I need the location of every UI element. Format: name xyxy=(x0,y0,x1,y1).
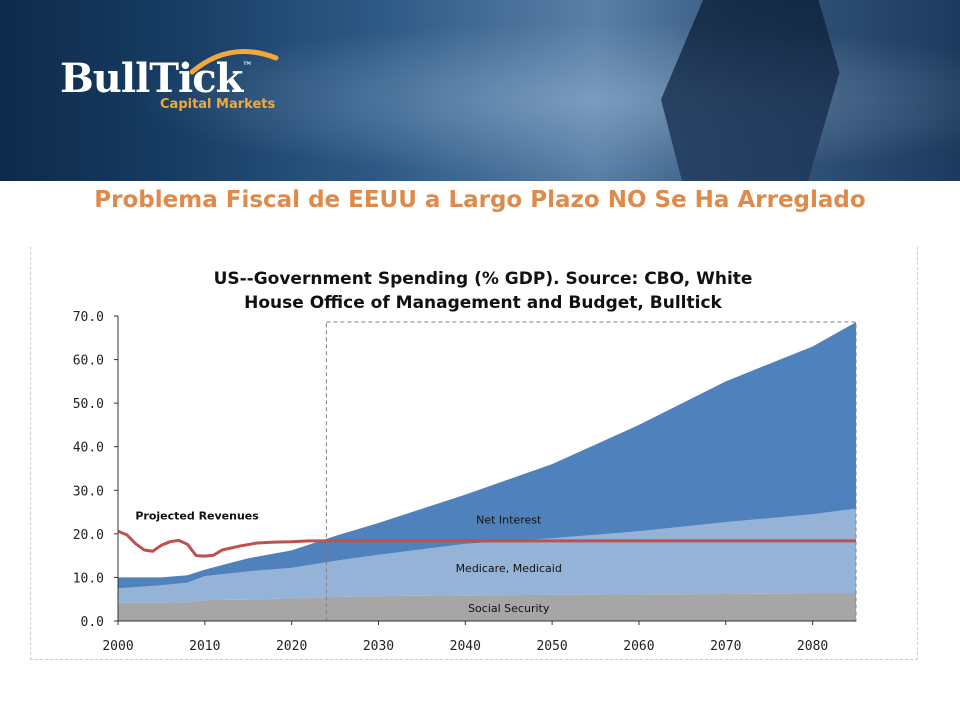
y-tick-label: 70.0 xyxy=(73,310,104,325)
x-tick-label: 2030 xyxy=(363,639,394,654)
logo-text: BullTick xyxy=(60,55,243,102)
x-tick-label: 2010 xyxy=(189,639,220,654)
banner-photo-figure xyxy=(661,0,840,181)
area-social-security xyxy=(118,593,856,621)
y-tick-label: 20.0 xyxy=(73,528,104,543)
page-title: Problema Fiscal de EEUU a Largo Plazo NO… xyxy=(94,187,866,213)
series-label-2: Net Interest xyxy=(476,513,542,526)
x-tick-label: 2070 xyxy=(710,639,741,654)
projected-revenues-line xyxy=(117,529,856,558)
x-tick-label: 2060 xyxy=(623,639,654,654)
chart-title-line1: US--Government Spending (% GDP). Source:… xyxy=(214,269,753,289)
header-banner: BullTick™ Capital Markets xyxy=(0,0,960,181)
y-tick-label: 40.0 xyxy=(73,441,104,456)
chart-title-line2: House Office of Management and Budget, B… xyxy=(244,293,722,313)
x-tick-label: 2040 xyxy=(450,639,481,654)
x-tick-label: 2080 xyxy=(797,639,828,654)
x-tick-label: 2020 xyxy=(276,639,307,654)
y-tick-label: 50.0 xyxy=(73,397,104,412)
series-label-1: Medicare, Medicaid xyxy=(456,562,562,575)
y-tick-label: 30.0 xyxy=(73,484,104,499)
x-tick-label: 2000 xyxy=(102,639,133,654)
logo-subtitle: Capital Markets xyxy=(160,97,276,112)
area-net-interest xyxy=(118,322,856,589)
y-tick-label: 60.0 xyxy=(73,354,104,369)
x-tick-label: 2050 xyxy=(536,639,567,654)
logo-swoosh-icon xyxy=(190,49,279,75)
projected-revenues-label: Projected Revenues xyxy=(135,509,259,522)
plot-area: Social Security Medicare, Medicaid Net Int… xyxy=(73,310,857,654)
area-medicare-medicaid xyxy=(118,508,856,603)
logo-trademark: ™ xyxy=(242,61,252,72)
company-logo: BullTick™ xyxy=(60,55,252,102)
chart-frame xyxy=(30,247,918,660)
y-tick-label: 0.0 xyxy=(81,615,104,630)
series-label-0: Social Security xyxy=(468,602,550,615)
y-tick-label: 10.0 xyxy=(73,571,104,586)
